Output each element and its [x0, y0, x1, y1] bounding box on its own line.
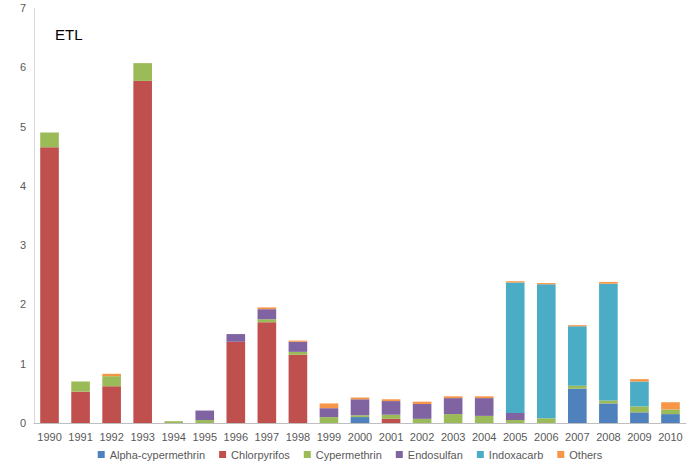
- svg-text:2010: 2010: [658, 431, 682, 443]
- svg-text:5: 5: [20, 121, 26, 133]
- svg-text:2001: 2001: [379, 431, 403, 443]
- svg-text:Alpha-cypermethrin: Alpha-cypermethrin: [110, 449, 205, 461]
- svg-text:Cypermethrin: Cypermethrin: [316, 449, 382, 461]
- svg-text:4: 4: [20, 180, 26, 192]
- svg-text:6: 6: [20, 61, 26, 73]
- svg-text:1990: 1990: [37, 431, 61, 443]
- svg-text:2003: 2003: [441, 431, 465, 443]
- svg-text:2: 2: [20, 298, 26, 310]
- svg-text:Chlorpyrifos: Chlorpyrifos: [231, 449, 290, 461]
- svg-text:2007: 2007: [565, 431, 589, 443]
- svg-text:0: 0: [20, 417, 26, 429]
- svg-text:7: 7: [20, 2, 26, 14]
- svg-text:1994: 1994: [161, 431, 185, 443]
- svg-text:2005: 2005: [503, 431, 527, 443]
- svg-text:ETL: ETL: [55, 26, 83, 43]
- svg-text:1996: 1996: [224, 431, 248, 443]
- svg-text:1997: 1997: [255, 431, 279, 443]
- svg-text:2000: 2000: [348, 431, 372, 443]
- svg-text:2008: 2008: [596, 431, 620, 443]
- svg-text:Indoxacarb: Indoxacarb: [489, 449, 543, 461]
- svg-text:1998: 1998: [286, 431, 310, 443]
- svg-text:Endosulfan: Endosulfan: [408, 449, 463, 461]
- svg-text:3: 3: [20, 239, 26, 251]
- svg-text:2004: 2004: [472, 431, 496, 443]
- svg-text:2002: 2002: [410, 431, 434, 443]
- svg-text:1999: 1999: [317, 431, 341, 443]
- svg-text:1991: 1991: [68, 431, 92, 443]
- svg-text:1992: 1992: [99, 431, 123, 443]
- svg-text:1995: 1995: [193, 431, 217, 443]
- svg-text:1: 1: [20, 358, 26, 370]
- svg-text:2006: 2006: [534, 431, 558, 443]
- svg-text:Others: Others: [569, 449, 603, 461]
- svg-text:1993: 1993: [130, 431, 154, 443]
- svg-text:2009: 2009: [627, 431, 651, 443]
